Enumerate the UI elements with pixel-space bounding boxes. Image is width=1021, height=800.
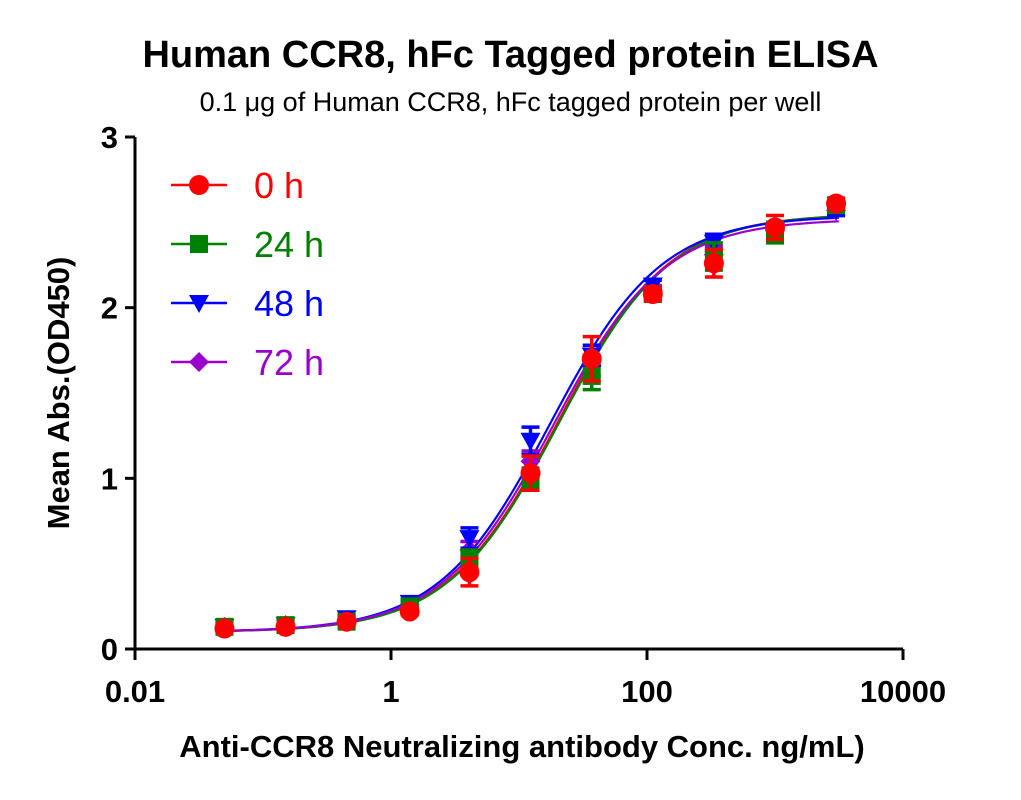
legend-label: 72 h [254,342,324,383]
legend: 0 h 24 h 48 h 72 h [171,165,324,383]
data-point [826,193,847,214]
data-point [765,217,785,238]
fit-curve-0h [218,215,839,633]
legend-item-72h: 72 h [171,342,324,383]
fit-curves [218,215,839,633]
legend-marker [189,175,209,195]
x-tick-label: 1 [382,674,399,709]
data-point [642,284,663,305]
legend-marker [189,352,209,372]
x-tick-label: 0.01 [105,674,165,709]
data-points [214,193,847,639]
chart-subtitle: 0.1 μg of Human CCR8, hFc tagged protein… [199,87,822,117]
x-axis-title: Anti-CCR8 Neutralizing antibody Conc. ng… [179,729,864,764]
legend-label: 48 h [254,283,324,324]
legend-marker [189,295,209,313]
data-point [336,611,357,632]
data-point [581,348,602,369]
y-tick-label: 2 [101,291,118,326]
data-point [399,601,420,622]
x-tick-label: 100 [621,674,673,709]
y-tick-label: 0 [101,632,118,667]
fit-curve-24h [218,215,839,633]
data-point [520,463,541,484]
x-tick-label: 10000 [860,674,946,709]
data-point [459,530,480,549]
data-point [703,253,724,274]
fit-curve-48h [218,216,839,632]
legend-item-24h: 24 h [171,224,324,265]
series-0h [214,193,847,639]
legend-item-48h: 48 h [171,283,324,324]
data-point [275,616,296,637]
legend-label: 0 h [254,165,304,206]
data-point [214,618,235,639]
series-72h [214,200,847,637]
y-tick-label: 3 [101,120,118,155]
y-tick-label: 1 [101,461,118,496]
y-axis-title: Mean Abs.(OD450) [41,257,76,530]
chart-title: Human CCR8, hFc Tagged protein ELISA [142,34,879,76]
legend-label: 24 h [254,224,324,265]
legend-marker [190,235,208,253]
legend-item-0h: 0 h [171,165,304,206]
axes: 0 1 2 3 0.01 1 100 10000 [101,120,946,709]
series-48h [214,202,847,637]
data-point [520,432,541,451]
data-point [459,562,480,583]
